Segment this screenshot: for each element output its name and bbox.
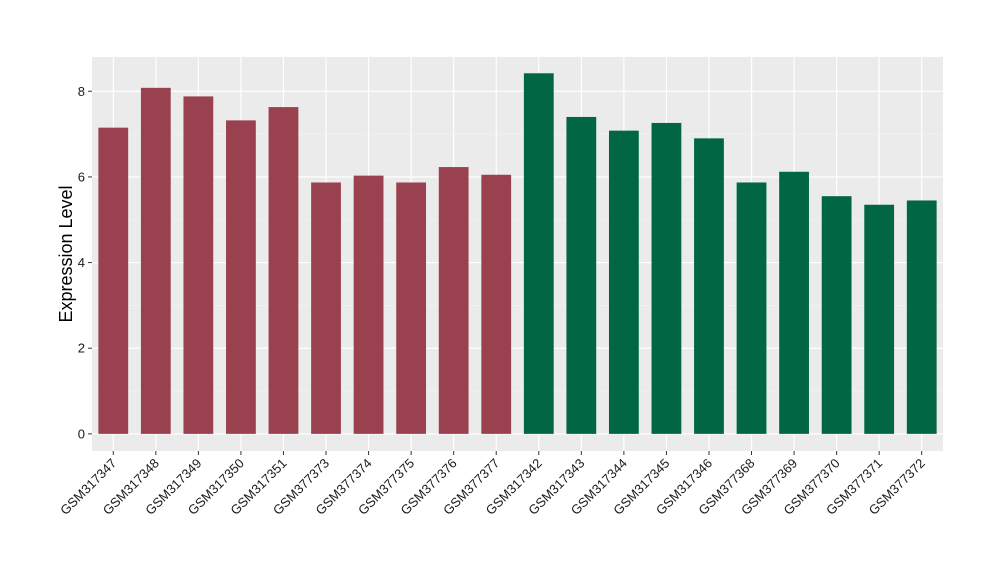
bar-GSM377368 xyxy=(736,182,767,434)
bar-GSM317348 xyxy=(140,87,171,434)
bar-GSM317345 xyxy=(651,122,682,434)
bar-GSM377376 xyxy=(438,167,469,434)
bar-GSM317350 xyxy=(226,120,256,434)
plot-panel xyxy=(92,57,943,451)
bar-GSM377375 xyxy=(396,182,427,434)
bar-GSM377370 xyxy=(821,196,852,434)
bar-GSM317347 xyxy=(98,127,129,434)
bar-GSM377372 xyxy=(906,200,937,434)
bar-GSM377374 xyxy=(353,175,384,434)
y-tick-label: 4 xyxy=(78,255,85,270)
y-axis-title: Expression Level xyxy=(56,185,76,322)
y-tick-label: 6 xyxy=(78,169,85,184)
bar-GSM377371 xyxy=(864,204,895,434)
y-tick-label: 8 xyxy=(78,84,85,99)
bar-GSM377373 xyxy=(311,182,341,434)
bar-GSM377369 xyxy=(779,171,809,434)
bars xyxy=(98,73,937,434)
bar-GSM317349 xyxy=(183,96,214,434)
bar-GSM317344 xyxy=(608,130,639,434)
bar-GSM317343 xyxy=(566,116,597,434)
bar-GSM377377 xyxy=(481,174,512,434)
x-axis: GSM317347GSM317348GSM317349GSM317350GSM3… xyxy=(57,451,928,518)
bar-GSM317346 xyxy=(694,138,724,434)
y-tick-label: 0 xyxy=(78,426,85,441)
bar-GSM317342 xyxy=(523,73,554,434)
bar-GSM317351 xyxy=(268,107,299,434)
y-tick-label: 2 xyxy=(78,341,85,356)
y-axis: 0 2 4 6 8 xyxy=(78,84,92,441)
